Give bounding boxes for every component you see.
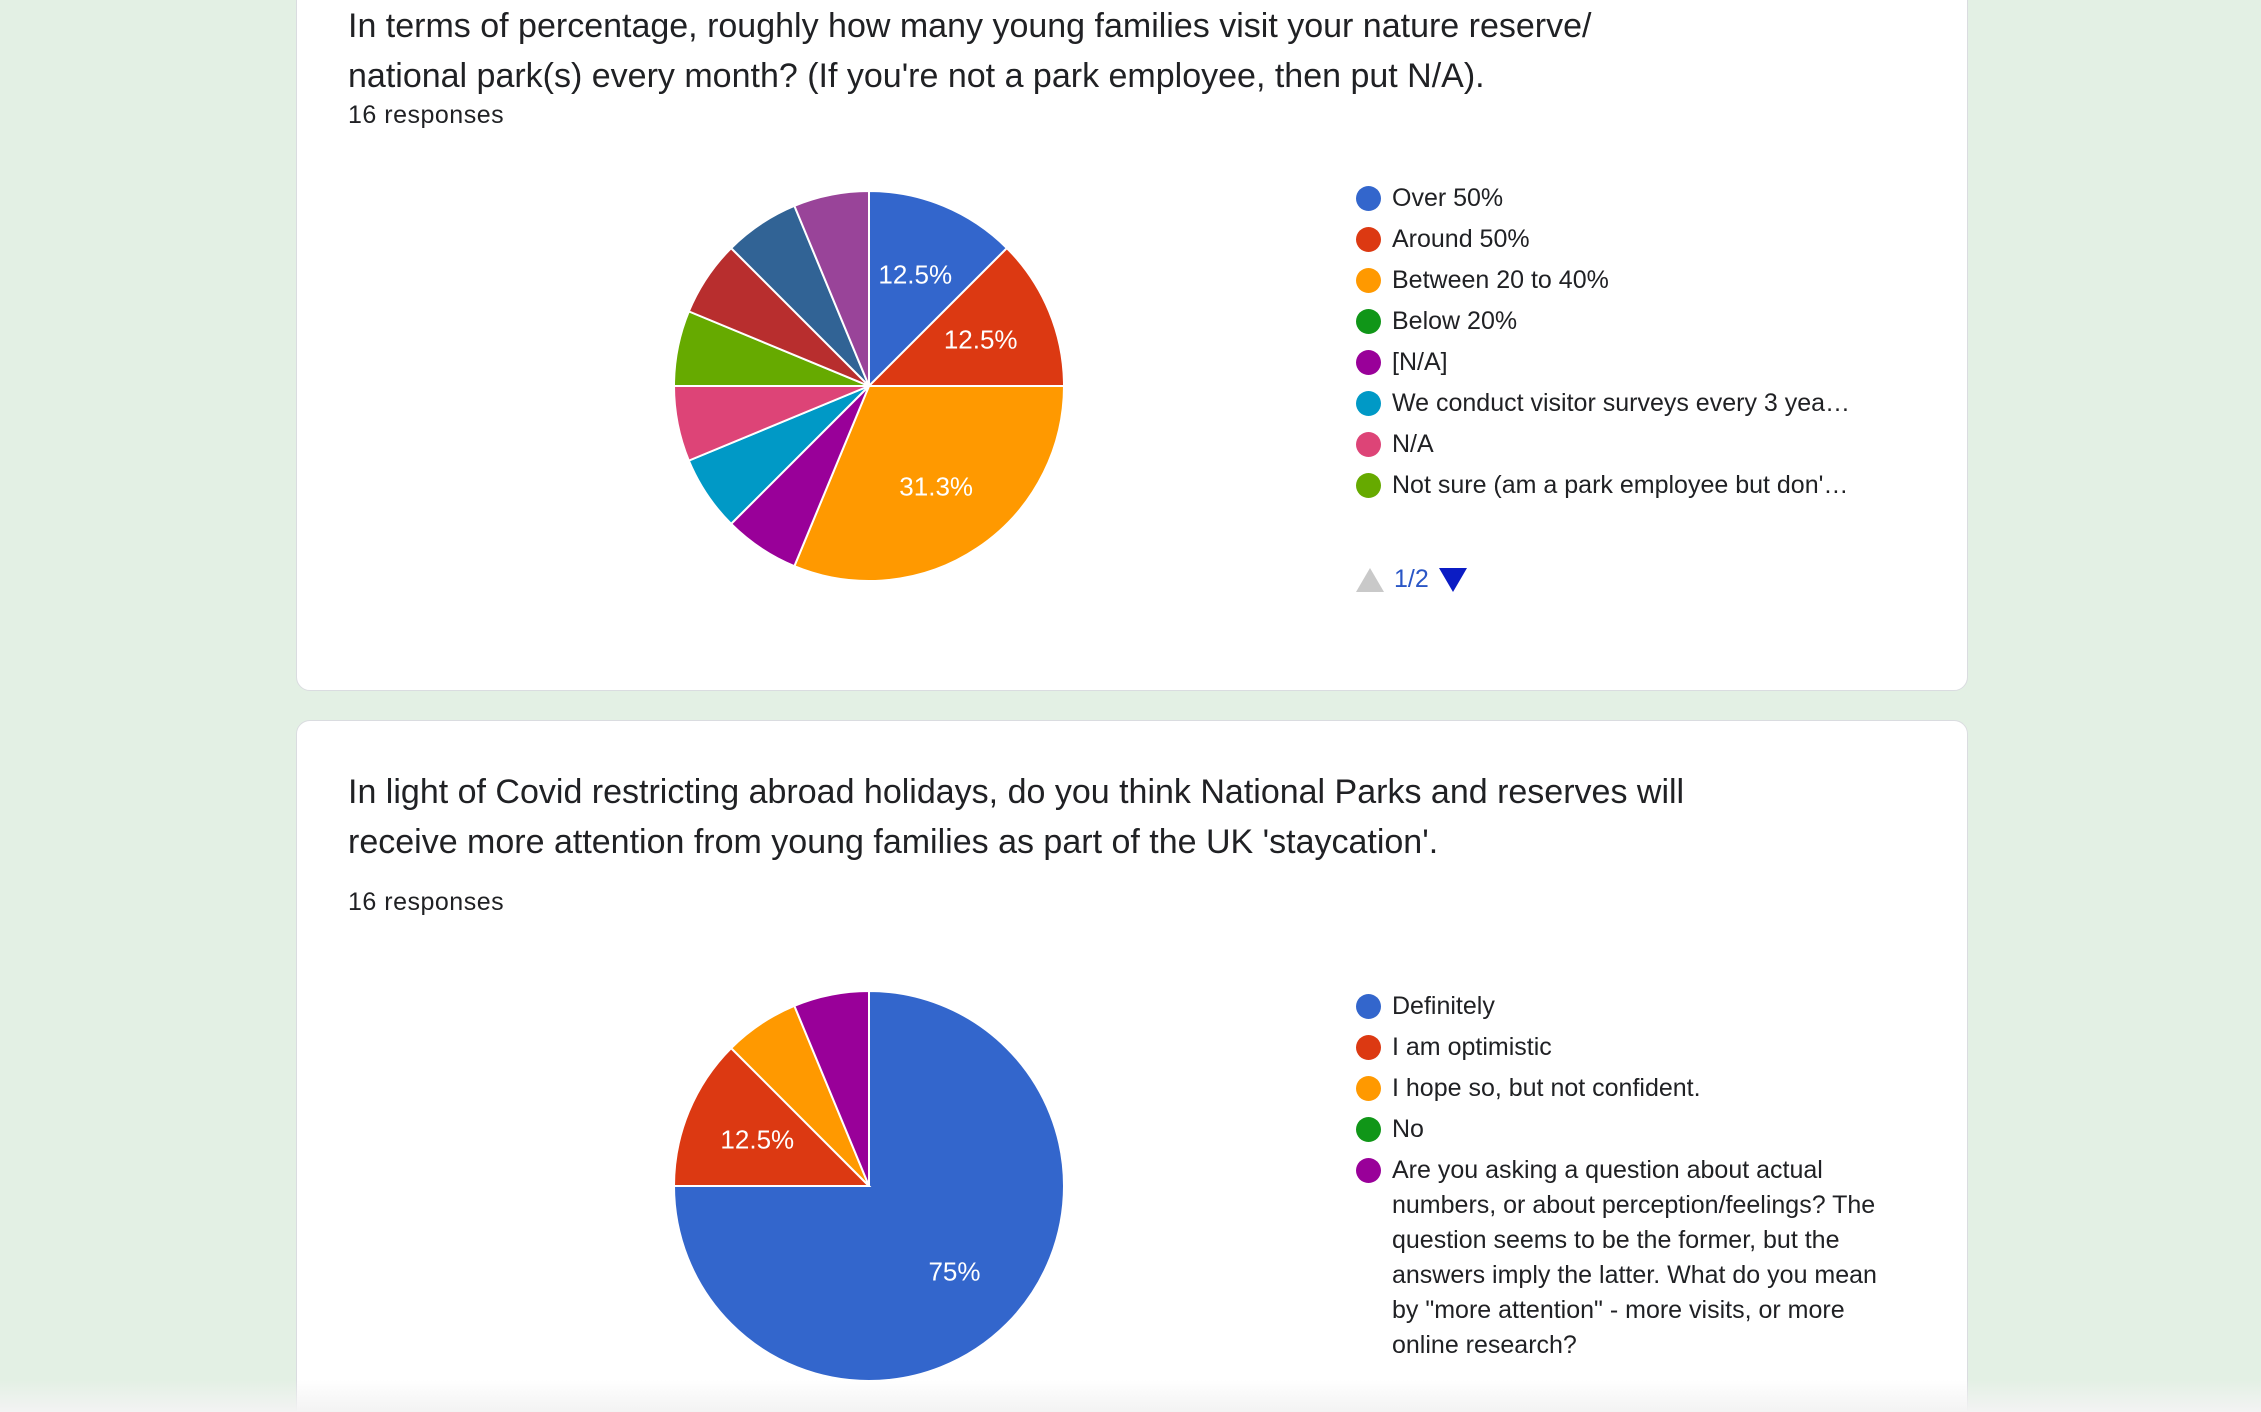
legend-label: Below 20% [1392,307,1518,335]
pie-slice-label: 31.3% [899,472,973,502]
previous-page-icon[interactable] [1356,567,1384,592]
legend-label: Around 50% [1392,225,1530,253]
chart-legend: Definitely I am optimistic I hope so, but … [1356,989,1916,1369]
legend-color-swatch [1356,350,1381,375]
chart-legend: Over 50% Around 50% Between 20 to 40% Below… [1356,181,1916,509]
legend-color-swatch [1356,432,1381,457]
legend-item[interactable]: I am optimistic [1356,1030,1916,1065]
legend-label: We conduct visitor surveys every 3 yea… [1392,389,1851,417]
legend-color-swatch [1356,1035,1381,1060]
question-line: In terms of percentage, roughly how many… [348,7,1592,45]
legend-item[interactable]: Over 50% [1356,181,1916,216]
question-title: In light of Covid restricting abroad hol… [348,767,1848,867]
legend-label: Are you asking a question about actual n… [1392,1156,1877,1359]
legend-label: I am optimistic [1392,1033,1552,1061]
pie-slice-label: 12.5% [944,325,1018,355]
pie-slice[interactable] [868,189,1009,389]
legend-color-swatch [1356,309,1381,334]
question-line: In light of Covid restricting abroad hol… [348,773,1685,811]
legend-item[interactable]: Definitely [1356,989,1916,1024]
legend-item[interactable]: N/A [1356,427,1916,462]
question-card: In light of Covid restricting abroad hol… [296,720,1968,1412]
pie-slice[interactable] [672,989,1065,1382]
question-card: In terms of percentage, roughly how many… [296,0,1968,691]
legend-label: I hope so, but not confident. [1392,1074,1701,1102]
legend-item[interactable]: No [1356,1112,1916,1147]
response-count: 16 responses [348,888,505,916]
legend-item[interactable]: Between 20 to 40% [1356,263,1916,298]
pie-chart[interactable]: 75% 12.5% [669,986,1069,1386]
legend-page-indicator: 1/2 [1394,565,1429,593]
legend-label: Not sure (am a park employee but don'… [1392,471,1849,499]
bottom-scroll-shadow [0,1380,2261,1412]
legend-item[interactable]: Not sure (am a park employee but don'… [1356,468,1916,503]
legend-item[interactable]: We conduct visitor surveys every 3 yea… [1356,386,1916,421]
pie-slice[interactable] [793,989,870,1187]
legend-color-swatch [1356,994,1381,1019]
pie-slice[interactable] [866,246,1066,387]
pie-slice[interactable] [793,385,1066,582]
legend-color-swatch [1356,186,1381,211]
legend-label: Definitely [1392,992,1495,1020]
question-title: In terms of percentage, roughly how many… [348,1,1848,101]
pie-chart[interactable]: 12.5% 12.5% 31.3% [669,186,1069,586]
pie-slice-label: 12.5% [720,1125,794,1155]
response-count: 16 responses [348,101,505,129]
legend-item[interactable]: Are you asking a question about actual n… [1356,1153,1892,1363]
legend-color-swatch [1356,473,1381,498]
legend-item[interactable]: Below 20% [1356,304,1916,339]
legend-color-swatch [1356,268,1381,293]
legend-pager: 1/2 [1356,565,1467,594]
pie-slice-label: 12.5% [878,259,952,289]
legend-label: N/A [1392,430,1434,458]
pie-slice-label: 75% [928,1256,980,1286]
legend-color-swatch [1356,227,1381,252]
legend-label: [N/A] [1392,348,1448,376]
question-line: receive more attention from young famili… [348,823,1439,861]
next-page-icon[interactable] [1438,567,1467,592]
legend-label: Between 20 to 40% [1392,266,1609,294]
legend-label: Over 50% [1392,184,1504,212]
legend-color-swatch [1356,1158,1381,1183]
question-line: national park(s) every month? (If you're… [348,57,1485,95]
pie-slice[interactable] [793,189,870,387]
legend-color-swatch [1356,1076,1381,1101]
pie-slice[interactable] [672,1046,872,1187]
legend-color-swatch [1356,391,1381,416]
legend-color-swatch [1356,1117,1381,1142]
legend-item[interactable]: I hope so, but not confident. [1356,1071,1916,1106]
legend-label: No [1392,1115,1424,1143]
legend-item[interactable]: [N/A] [1356,345,1916,380]
legend-item[interactable]: Around 50% [1356,222,1916,257]
